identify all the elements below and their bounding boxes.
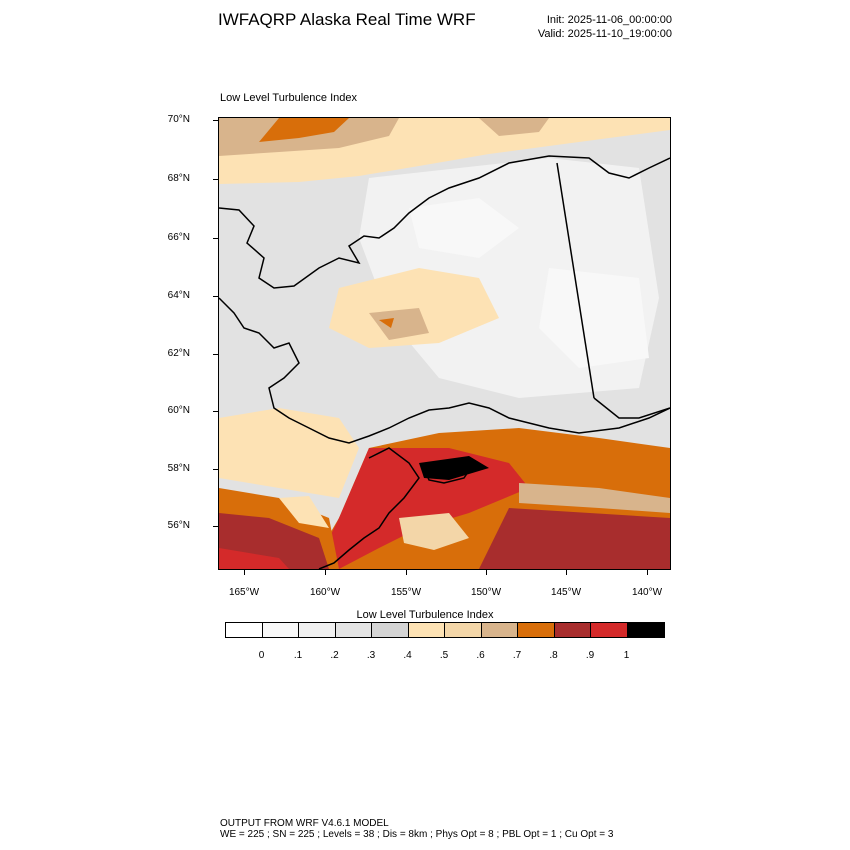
colorbar-label: .8: [549, 650, 558, 661]
field-interior-lighter: [409, 198, 519, 258]
border-canada: [556, 162, 595, 399]
colorbar-swatch-3: [335, 623, 372, 637]
colorbar-swatch-7: [481, 623, 518, 637]
lon-label-140: 140°W: [631, 587, 663, 598]
field-gulf-red: [314, 448, 529, 569]
colorbar-label: .5: [439, 650, 449, 661]
lat-label-60: 60°N: [167, 405, 190, 416]
lon-label-160: 160°W: [309, 587, 341, 598]
lat-label-68: 68°N: [167, 173, 190, 184]
colorbar-label: .7: [512, 650, 522, 661]
lat-tick: [213, 411, 218, 412]
colorbar-swatch-5: [408, 623, 445, 637]
field-interior-patch-tan: [369, 308, 429, 340]
lat-tick: [213, 179, 218, 180]
lon-tick: [647, 570, 648, 575]
lon-tick: [244, 570, 245, 575]
field-interior-patch-orange: [379, 318, 394, 328]
colorbar-label: 1: [623, 650, 630, 661]
field-bering-light: [279, 496, 329, 528]
footer-config: WE = 225 ; SN = 225 ; Levels = 38 ; Dis …: [220, 829, 614, 840]
lon-label-155: 155°W: [390, 587, 422, 598]
colorbar-label: .9: [585, 650, 595, 661]
lon-label-165: 165°W: [228, 587, 260, 598]
border-canada-2: [593, 397, 670, 419]
lat-tick: [213, 469, 218, 470]
field-arctic-tan: [219, 118, 399, 156]
colorbar: [225, 622, 665, 638]
field-gulf-tan: [519, 483, 670, 513]
colorbar-label: .4: [403, 650, 412, 661]
lon-tick: [325, 570, 326, 575]
field-arctic-orange: [259, 118, 349, 142]
lat-tick: [213, 120, 218, 121]
plot-title: Low Level Turbulence Index: [220, 92, 357, 104]
colorbar-label: .3: [366, 650, 376, 661]
lon-tick: [406, 570, 407, 575]
colorbar-swatch-4: [372, 623, 409, 637]
colorbar-label: .1: [293, 650, 303, 661]
field-gulf-eddy: [399, 513, 469, 550]
colorbar-swatch-10: [591, 623, 628, 637]
colorbar-swatch-1: [262, 623, 299, 637]
colorbar-swatch-0: [226, 623, 263, 637]
lat-label-70: 70°N: [167, 114, 190, 125]
colorbar-swatch-9: [554, 623, 591, 637]
field-interior-lighter-2: [539, 268, 649, 368]
lon-label-150: 150°W: [470, 587, 502, 598]
init-valid-times: Init: 2025-11-06_00:00:00 Valid: 2025-11…: [538, 13, 672, 41]
colorbar-title: Low Level Turbulence Index: [356, 609, 494, 621]
lat-tick: [213, 526, 218, 527]
colorbar-label: .2: [330, 650, 339, 661]
field-bering-red: [219, 548, 289, 569]
main-title: IWFAQRP Alaska Real Time WRF: [218, 10, 476, 29]
field-gulf-darkred: [479, 508, 670, 569]
colorbar-label: 0: [258, 650, 265, 661]
colorbar-swatch-8: [518, 623, 555, 637]
lat-tick: [213, 238, 218, 239]
footer: OUTPUT FROM WRF V4.6.1 MODEL WE = 225 ; …: [220, 818, 613, 840]
lon-tick: [566, 570, 567, 575]
map-panel: [218, 117, 671, 570]
colorbar-swatch-6: [445, 623, 482, 637]
valid-time: Valid: 2025-11-10_19:00:00: [537, 28, 672, 40]
colorbar-swatch-2: [299, 623, 336, 637]
coastlines: [219, 155, 670, 569]
footer-model: OUTPUT FROM WRF V4.6.1 MODEL: [220, 818, 389, 829]
lat-label-64: 64°N: [167, 290, 190, 301]
field-bristol-light: [219, 408, 359, 498]
turbulence-map: [219, 118, 670, 569]
lat-tick: [213, 296, 218, 297]
lat-label-66: 66°N: [167, 232, 190, 243]
lat-label-56: 56°N: [167, 520, 190, 531]
field-arctic-tan-2: [479, 118, 549, 136]
colorbar-swatch-11: [627, 623, 664, 637]
colorbar-label: .6: [476, 650, 485, 661]
lat-tick: [213, 354, 218, 355]
field-interior-patch: [329, 268, 499, 348]
init-time: Init: 2025-11-06_00:00:00: [546, 14, 672, 26]
lat-label-58: 58°N: [167, 463, 190, 474]
lon-tick: [486, 570, 487, 575]
lon-label-145: 145°W: [550, 587, 582, 598]
lat-label-62: 62°N: [167, 348, 190, 359]
